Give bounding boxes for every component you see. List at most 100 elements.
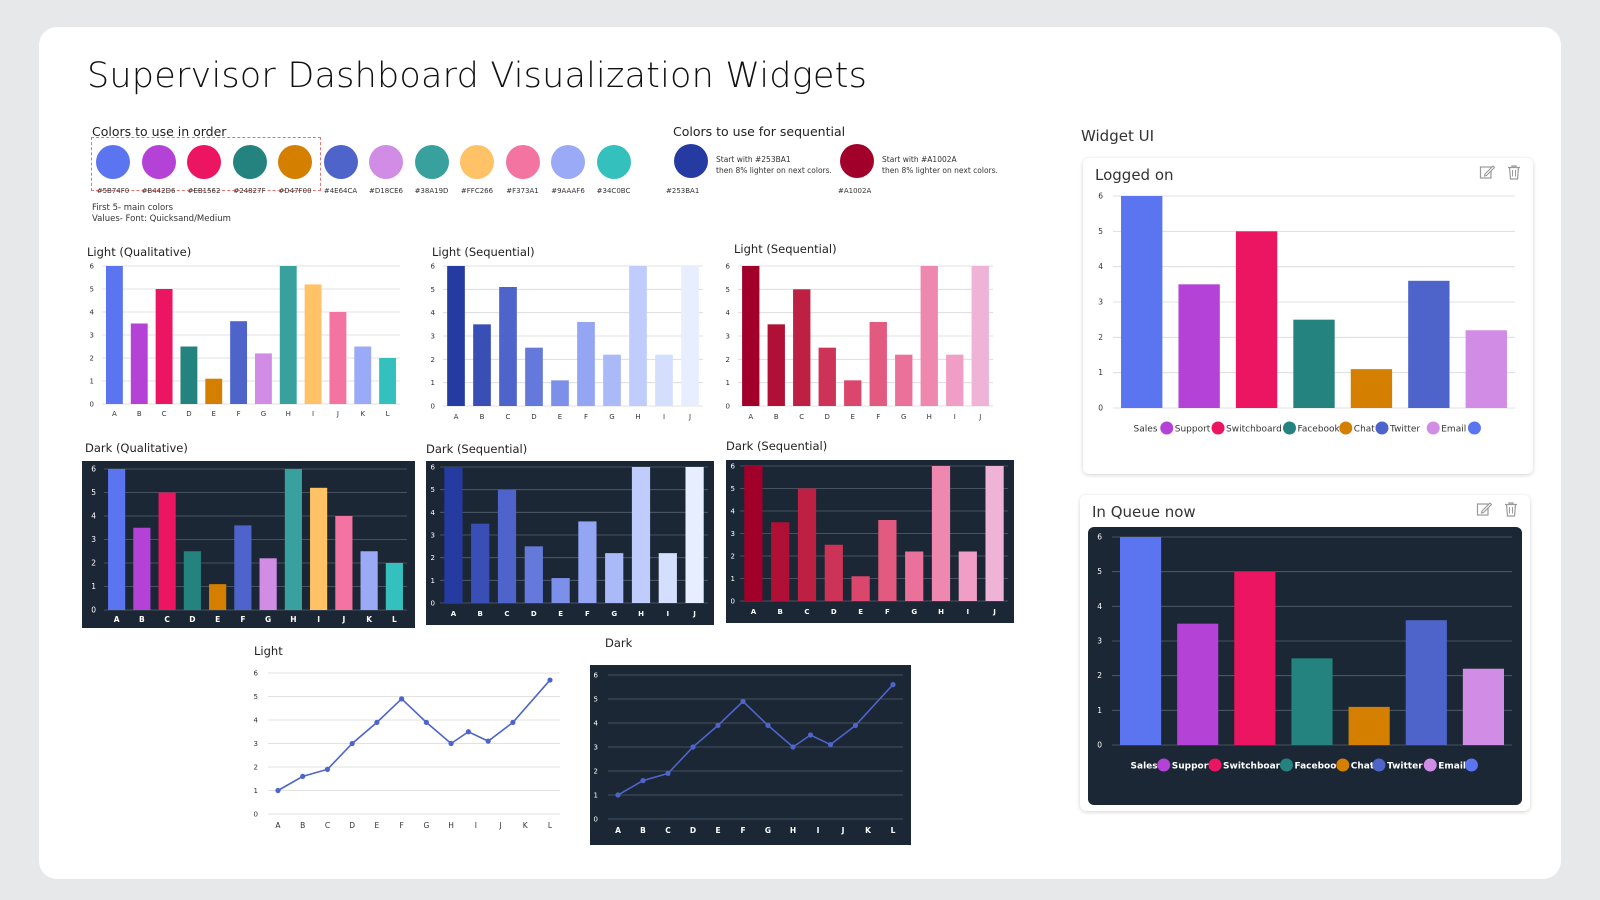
y-tick-label: 4 (1097, 602, 1102, 611)
bar (767, 324, 785, 406)
bar (946, 354, 964, 406)
edit-icon[interactable] (1479, 164, 1495, 180)
bar (578, 521, 597, 603)
y-tick-label: 0 (1098, 404, 1103, 413)
x-tick-label: A (615, 826, 621, 835)
data-point (807, 732, 814, 738)
x-tick-label: F (585, 610, 590, 618)
legend-label: Support (1175, 425, 1211, 435)
y-tick-label: 3 (726, 333, 730, 341)
series-line (617, 684, 894, 796)
bar (158, 492, 176, 610)
logged-on-widget: Logged on 0 1 2 3 4 5 6 Sales Support Switchboard… (1083, 158, 1533, 474)
x-tick-label: I (475, 821, 477, 830)
bar (130, 323, 148, 404)
y-tick-label: 5 (91, 488, 96, 497)
bar (499, 287, 517, 406)
legend-label: Facebook (1297, 425, 1340, 435)
x-tick-label: J (978, 413, 981, 421)
x-tick-label: I (966, 608, 969, 616)
bar (895, 354, 913, 406)
data-point (275, 787, 281, 794)
y-tick-label: 4 (90, 309, 95, 317)
bar (254, 353, 272, 404)
chart-title-light-qualitative: Light (Qualitative) (87, 245, 192, 259)
legend-swatch (1279, 758, 1293, 772)
color-swatch (278, 145, 312, 179)
legend-swatch (1208, 758, 1222, 772)
light-sequential-red-chart: 0 1 2 3 4 5 6 A B C D E F G H I J (726, 263, 993, 421)
y-tick-label: 0 (726, 403, 730, 411)
bar (920, 266, 938, 406)
bar (180, 346, 198, 404)
y-tick-label: 3 (254, 740, 258, 748)
bar (524, 546, 543, 603)
y-tick-label: 2 (91, 559, 96, 568)
x-tick-label: L (392, 615, 397, 624)
x-tick-label: D (825, 413, 830, 421)
sequential-blue-swatch (674, 144, 708, 178)
legend-swatch (1372, 758, 1386, 772)
bar (1462, 668, 1504, 745)
palette-note-2: Values- Font: Quicksand/Medium (92, 214, 231, 224)
sequential-red-hex: #A1002A (838, 187, 872, 195)
color-hex-label: #38A19D (414, 187, 449, 195)
y-tick-label: 6 (90, 263, 95, 271)
y-tick-label: 3 (1098, 298, 1103, 307)
bar (105, 266, 123, 404)
y-tick-label: 0 (90, 401, 94, 409)
color-hex-label: #B442D6 (141, 187, 176, 195)
sequential-red-note-1: Start with #A1002A (882, 155, 957, 164)
y-tick-label: 1 (90, 378, 94, 386)
y-tick-label: 0 (594, 816, 598, 824)
y-tick-label: 2 (1097, 671, 1102, 680)
bar (685, 467, 704, 603)
chart-title-dark-sequential-blue: Dark (Sequential) (426, 442, 528, 456)
x-tick-label: H (638, 610, 644, 618)
bar (1293, 319, 1335, 408)
trash-icon[interactable] (1503, 501, 1519, 517)
y-tick-label: 6 (1097, 533, 1102, 542)
bar (1408, 280, 1450, 408)
bar (379, 358, 397, 404)
x-tick-label: A (454, 413, 459, 421)
y-tick-label: 0 (91, 606, 96, 615)
palette-label: Colors to use in order (92, 124, 227, 139)
bar (629, 266, 647, 406)
y-tick-label: 1 (431, 577, 435, 585)
data-point (374, 719, 380, 725)
x-tick-label: B (300, 821, 305, 830)
x-tick-label: I (817, 826, 820, 835)
data-point (448, 740, 454, 747)
sequential-blue-hex: #253BA1 (666, 187, 700, 195)
edit-icon[interactable] (1476, 501, 1492, 517)
y-tick-label: 6 (726, 263, 731, 271)
bar (603, 354, 621, 406)
bar (525, 347, 543, 406)
data-point (423, 719, 429, 725)
color-hex-label: #F373A1 (506, 187, 539, 195)
y-tick-label: 3 (594, 744, 598, 752)
y-tick-label: 1 (1098, 368, 1103, 377)
x-tick-label: C (799, 413, 804, 421)
x-tick-label: C (162, 410, 167, 418)
color-swatch (460, 145, 494, 179)
data-point (615, 792, 621, 798)
x-tick-label: I (954, 413, 956, 421)
bar (824, 544, 843, 601)
x-tick-label: C (164, 615, 170, 624)
series-line (277, 679, 551, 792)
logged-on-title: Logged on (1095, 166, 1174, 184)
x-tick-label: H (290, 615, 296, 624)
x-tick-label: I (312, 410, 314, 418)
bar (444, 467, 463, 603)
x-tick-label: E (215, 615, 220, 624)
x-tick-label: H (938, 608, 944, 616)
x-tick-label: J (688, 413, 691, 421)
x-tick-label: B (778, 608, 783, 616)
trash-icon[interactable] (1506, 164, 1522, 180)
chart-title-light-sequential-red: Light (Sequential) (734, 242, 837, 256)
color-swatch (505, 145, 540, 179)
data-point (890, 682, 896, 688)
x-tick-label: E (558, 610, 563, 618)
